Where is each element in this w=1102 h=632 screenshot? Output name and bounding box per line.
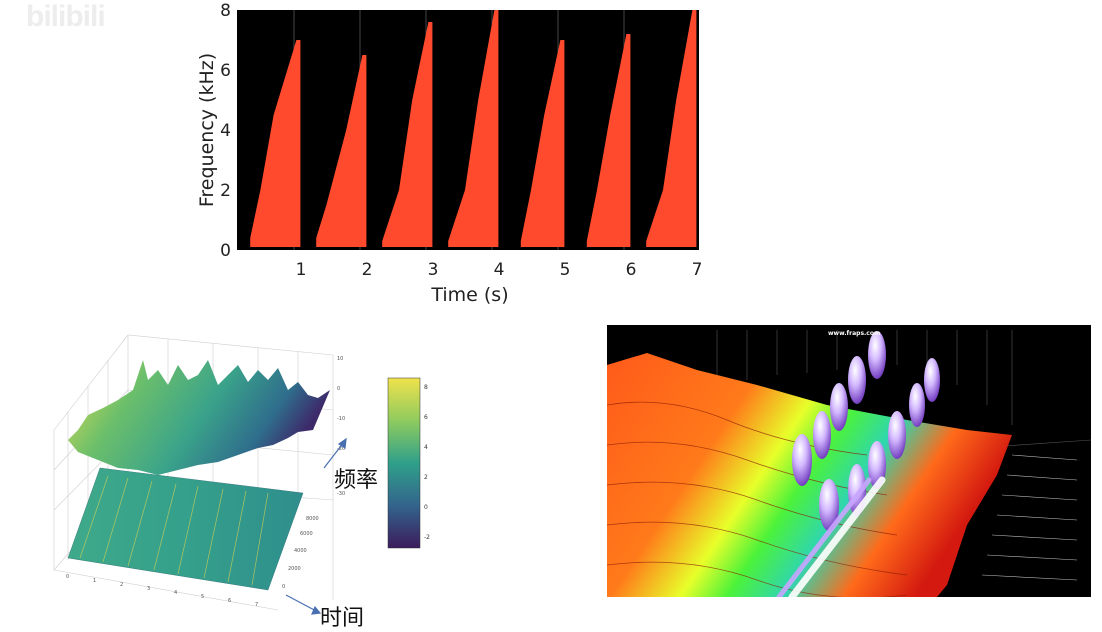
y-tick-label: 8 [220, 1, 231, 21]
svg-text:8000: 8000 [306, 516, 319, 522]
x-tick-label: 3 [428, 260, 439, 280]
frequency-axis-label: 频率 [334, 468, 379, 493]
y-tick-label: 2 [220, 181, 231, 201]
svg-text:2: 2 [120, 582, 123, 588]
svg-text:0: 0 [337, 386, 340, 392]
x-tick-label: 2 [362, 260, 373, 280]
colorbar-tick-label: 8 [424, 384, 428, 391]
surface-plot: 10 0 -10 -20 -30 8000 6000 4000 2000 0 0 1 2 3 4 5… [53, 334, 347, 615]
y-axis-label: Frequency (kHz) [196, 53, 218, 207]
time-axis-label: 时间 [320, 606, 365, 631]
svg-text:4: 4 [174, 590, 177, 596]
x-tick-label: 1 [296, 260, 307, 280]
chirp-area-3 [382, 22, 433, 247]
svg-text:-10: -10 [337, 416, 345, 422]
chirp-area-2 [316, 55, 367, 247]
svg-text:10: 10 [337, 356, 343, 362]
svg-text:7: 7 [255, 602, 258, 608]
colorbar-ticks: 8 6 4 2 0 -2 [424, 384, 430, 541]
y-tick-label: 4 [220, 121, 231, 141]
spectrum-ridge [776, 476, 886, 597]
x-tick-label: 6 [626, 260, 637, 280]
svg-text:-30: -30 [337, 491, 345, 497]
axis-arrows [285, 437, 347, 615]
panels-layer [250, 10, 697, 250]
3d-spectrogram-render [607, 325, 1091, 597]
chirp-area-6 [586, 34, 631, 247]
svg-text:2000: 2000 [288, 566, 301, 572]
svg-text:1: 1 [93, 578, 96, 584]
chirp-area-1 [250, 40, 301, 247]
render-svg [607, 330, 1091, 597]
svg-text:0: 0 [66, 574, 69, 580]
x-tick-label: 4 [494, 260, 505, 280]
colorbar-tick-label: -2 [424, 534, 430, 541]
chirp-area-7 [646, 10, 697, 247]
svg-text:6000: 6000 [300, 531, 313, 537]
chirp-area-5 [520, 40, 565, 247]
bilibili-watermark: bilibili [26, 0, 106, 33]
fraps-watermark: www.fraps.com [828, 330, 881, 337]
svg-text:4000: 4000 [294, 548, 307, 554]
y-tick-label: 6 [220, 61, 231, 81]
surface-top [68, 360, 330, 475]
colorbar-tick-label: 2 [424, 474, 428, 481]
x-ticks: 1 2 3 4 5 6 7 [296, 260, 703, 280]
svg-text:3: 3 [147, 586, 150, 592]
svg-text:-20: -20 [337, 446, 345, 452]
colorbar-tick-label: 4 [424, 444, 428, 451]
surface-tick-labels: 10 0 -10 -20 -30 8000 6000 4000 2000 0 0 1 2 3 4 5… [66, 356, 345, 608]
svg-text:6: 6 [228, 598, 231, 604]
colorbar-tick-label: 6 [424, 414, 428, 421]
grid-lines [716, 330, 1091, 451]
colorbar: 8 6 4 2 0 -2 [387, 377, 430, 549]
x-axis-label: Time (s) [430, 284, 508, 306]
x-tick-label: 7 [692, 260, 703, 280]
x-tick-label: 5 [560, 260, 571, 280]
svg-text:5: 5 [201, 594, 204, 600]
y-tick-label: 0 [220, 241, 231, 261]
y-ticks: 0 2 4 6 8 [220, 1, 231, 261]
axis-ticks-right [981, 454, 1078, 581]
svg-text:0: 0 [282, 584, 285, 590]
spectrogram-chart: 1 2 3 4 5 6 7 0 2 4 6 8 Frequency (kHz) Time (s) [196, 1, 703, 306]
colorbar-tick-label: 0 [424, 504, 428, 511]
colorbar-gradient [387, 377, 421, 549]
floor-stripes [79, 475, 269, 586]
surface-floor [67, 467, 304, 591]
chirp-area-4 [448, 10, 499, 247]
